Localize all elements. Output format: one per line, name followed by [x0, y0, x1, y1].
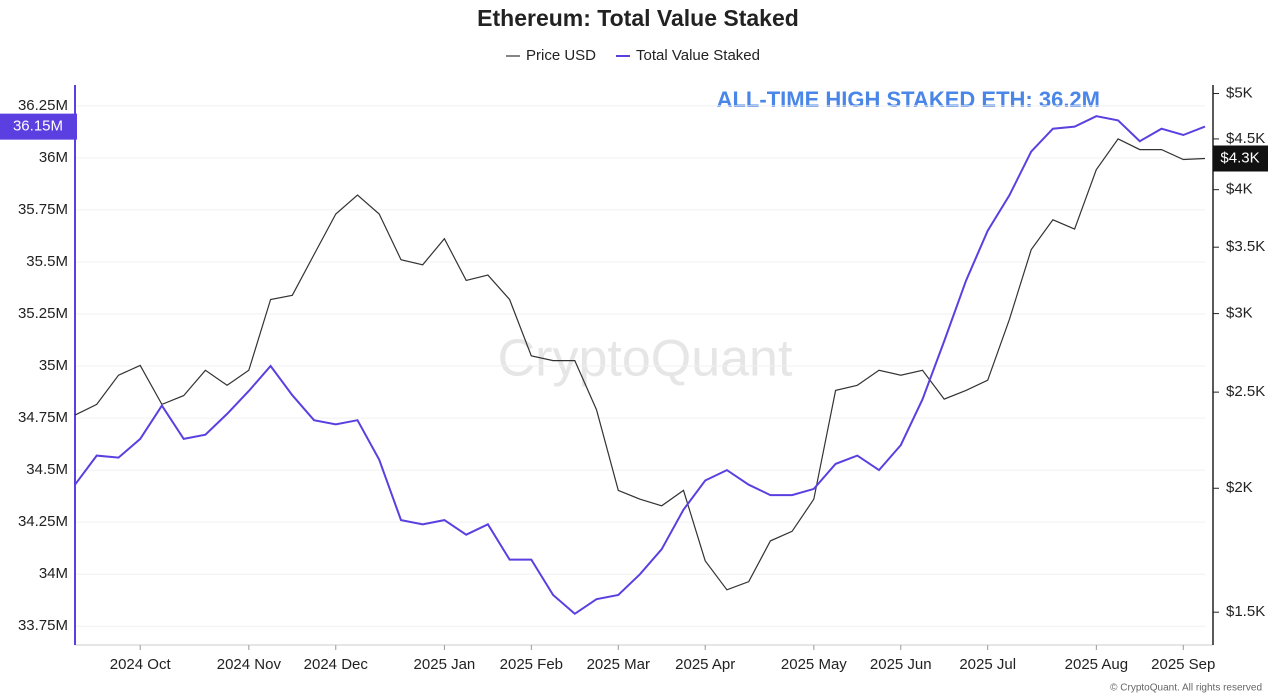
x-tick-label: 2025 Apr: [675, 656, 735, 673]
x-tick-label: 2025 Mar: [587, 656, 650, 673]
y2-tick-label: $3K: [1226, 305, 1253, 322]
y-tick-label: 35.5M: [26, 253, 68, 270]
y2-tick-label: $4K: [1226, 181, 1253, 198]
x-tick-label: 2025 Aug: [1065, 656, 1128, 673]
legend-label: Total Value Staked: [636, 47, 760, 64]
y2-tick-label: $4.5K: [1226, 130, 1265, 147]
x-tick-label: 2024 Nov: [217, 656, 282, 673]
x-tick-label: 2024 Oct: [110, 656, 172, 673]
y2-tick-label: $5K: [1226, 84, 1253, 101]
footer: © CryptoQuant. All rights reserved: [1110, 683, 1262, 694]
series-line: [74, 115, 1206, 616]
x-tick-label: 2025 May: [781, 656, 847, 673]
y-tick-label: 36M: [39, 149, 68, 166]
y-tick-label: 34.5M: [26, 461, 68, 478]
x-tick-label: 2025 Jan: [414, 656, 476, 673]
chart-title: Ethereum: Total Value Staked: [477, 5, 799, 31]
y-tick-label: 34M: [39, 565, 68, 582]
x-tick-label: 2025 Sep: [1151, 656, 1215, 673]
end-tag: 36.15M: [13, 118, 63, 135]
y-tick-label: 34.25M: [18, 513, 68, 530]
end-tag-bg: [1213, 145, 1268, 172]
series-line: [74, 138, 1206, 591]
x-tick-label: 2024 Dec: [304, 656, 369, 673]
x-tick-label: 2025 Jun: [870, 656, 932, 673]
y-tick-label: 35M: [39, 357, 68, 374]
x-tick-label: 2025 Jul: [959, 656, 1016, 673]
y2-tick-label: $1.5K: [1226, 603, 1265, 620]
legend-label: Price USD: [526, 47, 596, 64]
annotation: ALL-TIME HIGH STAKED ETH: 36.2M: [717, 87, 1100, 112]
y-tick-label: 35.75M: [18, 201, 68, 218]
y-tick-label: 35.25M: [18, 305, 68, 322]
y2-tick-label: $3.5K: [1226, 238, 1265, 255]
y-tick-label: 36.25M: [18, 97, 68, 114]
end-tag-bg: [0, 113, 77, 140]
y-tick-label: 33.75M: [18, 617, 68, 634]
y2-tick-label: $2.5K: [1226, 383, 1265, 400]
end-tag: $4.3K: [1220, 149, 1259, 166]
x-tick-label: 2025 Feb: [500, 656, 563, 673]
y-tick-label: 34.75M: [18, 409, 68, 426]
y2-tick-label: $2K: [1226, 479, 1253, 496]
